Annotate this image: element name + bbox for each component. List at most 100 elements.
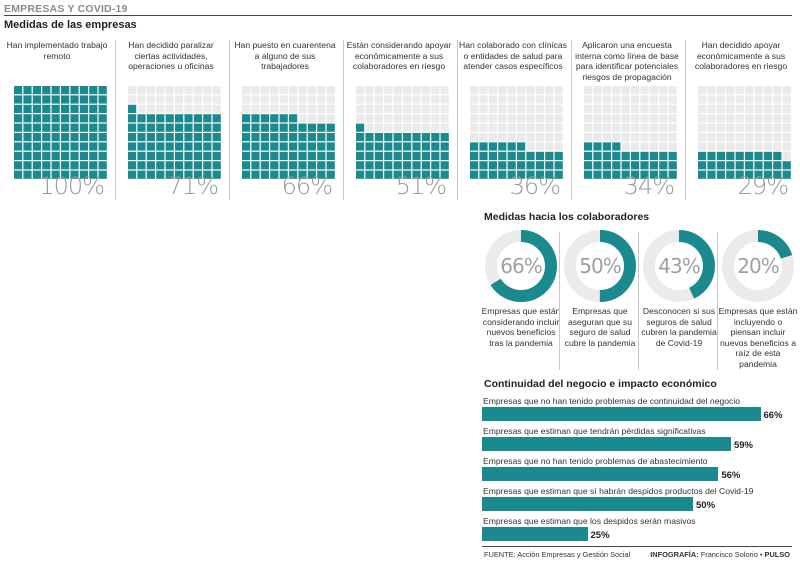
waffle-cell-filled xyxy=(298,161,307,170)
waffle-cell-empty xyxy=(440,86,449,95)
waffle-cell-empty xyxy=(421,104,430,113)
waffle-cell-empty xyxy=(602,123,611,132)
waffle-cell-filled xyxy=(193,123,202,132)
waffle-cell-filled xyxy=(260,133,269,142)
waffle-cell-empty xyxy=(260,86,269,95)
waffle-cell-empty xyxy=(175,104,184,113)
waffle-cell-empty xyxy=(270,104,279,113)
waffle-percent: 100% xyxy=(39,172,105,200)
donut-arc xyxy=(722,230,794,302)
waffle-cell-empty xyxy=(193,95,202,104)
waffle-cell-filled xyxy=(146,114,155,123)
waffle-cell-empty xyxy=(593,123,602,132)
waffle-cell-empty xyxy=(270,95,279,104)
waffle-cell-empty xyxy=(356,86,365,95)
waffle-cell-filled xyxy=(479,142,488,151)
waffle-cell-empty xyxy=(412,86,421,95)
waffle-cell-empty xyxy=(668,142,677,151)
waffle-cell-empty xyxy=(412,95,421,104)
waffle-cell-filled xyxy=(137,133,146,142)
waffle-cell-filled xyxy=(612,170,621,179)
waffle-cell-empty xyxy=(421,95,430,104)
waffle-cell-filled xyxy=(165,151,174,160)
credit-outlet: PULSO xyxy=(764,550,790,559)
waffle-cell-filled xyxy=(707,151,716,160)
waffle-cell-empty xyxy=(726,114,735,123)
waffle-cell-empty xyxy=(584,86,593,95)
waffle-cell-filled xyxy=(517,142,526,151)
waffle-cell-empty xyxy=(307,104,316,113)
waffle-cell-filled xyxy=(735,170,744,179)
waffle-cell-filled xyxy=(51,114,60,123)
waffle-cell-filled xyxy=(356,161,365,170)
footer-rule xyxy=(482,546,792,547)
waffle-cell-filled xyxy=(23,95,32,104)
waffle-cell-empty xyxy=(479,123,488,132)
waffle-cell-filled xyxy=(498,170,507,179)
waffle-cell-filled xyxy=(431,142,440,151)
waffle-cell-filled xyxy=(79,151,88,160)
waffle-cell-empty xyxy=(203,104,212,113)
waffle-cell-empty xyxy=(165,86,174,95)
waffle-cell-empty xyxy=(545,95,554,104)
waffle-cell-empty xyxy=(507,123,516,132)
waffle-cell-empty xyxy=(649,123,658,132)
waffle-cell-empty xyxy=(621,133,630,142)
waffle-cell-filled xyxy=(251,151,260,160)
waffle-cell-empty xyxy=(698,123,707,132)
waffle-cell-filled xyxy=(260,142,269,151)
waffle-cell-filled xyxy=(137,123,146,132)
waffle-cell-empty xyxy=(440,114,449,123)
waffle-cell-filled xyxy=(365,161,374,170)
waffle-cell-filled xyxy=(384,142,393,151)
waffle-cell-empty xyxy=(631,114,640,123)
waffle-cell-empty xyxy=(668,114,677,123)
waffle-cell-filled xyxy=(593,161,602,170)
waffle-cell-filled xyxy=(14,170,23,179)
waffle-cell-filled xyxy=(146,133,155,142)
waffle-cell-empty xyxy=(593,86,602,95)
waffle-cell-filled xyxy=(61,123,70,132)
waffle-cell-filled xyxy=(270,133,279,142)
credit-name: Francisco Solorio xyxy=(700,550,758,559)
waffle-cell-filled xyxy=(326,151,335,160)
waffle-grid xyxy=(14,86,107,179)
waffle-cell-filled xyxy=(631,170,640,179)
waffle-cell-filled xyxy=(98,104,107,113)
waffle-cell-filled xyxy=(763,170,772,179)
waffle-cell-filled xyxy=(193,142,202,151)
waffle-cell-filled xyxy=(279,151,288,160)
waffle-cell-filled xyxy=(70,104,79,113)
waffle-cell-filled xyxy=(165,161,174,170)
waffle-cell-filled xyxy=(137,151,146,160)
waffle-cell-filled xyxy=(698,151,707,160)
waffle-cell-filled xyxy=(545,170,554,179)
waffle-cell-filled xyxy=(212,142,221,151)
waffle-cell-filled xyxy=(242,123,251,132)
waffle-column: Han puesto en cuarentena a alguno de sus… xyxy=(228,36,342,204)
waffle-cell-empty xyxy=(668,104,677,113)
waffle-cell-filled xyxy=(507,142,516,151)
waffle-cell-filled xyxy=(42,123,51,132)
waffle-divider xyxy=(457,40,458,200)
waffle-cell-filled xyxy=(251,133,260,142)
waffle-cell-empty xyxy=(279,104,288,113)
waffle-cell-empty xyxy=(317,104,326,113)
waffle-cell-filled xyxy=(659,151,668,160)
waffle-column: Han implementado trabajo remoto 100% xyxy=(0,36,114,204)
waffle-cell-filled xyxy=(51,133,60,142)
waffle-cell-empty xyxy=(365,123,374,132)
waffle-cell-filled xyxy=(488,170,497,179)
waffle-cell-filled xyxy=(42,114,51,123)
waffle-cell-filled xyxy=(440,133,449,142)
waffle-cell-empty xyxy=(393,123,402,132)
bar-label: Empresas que estiman que tendrán pérdida… xyxy=(483,426,706,436)
waffle-cell-empty xyxy=(716,123,725,132)
waffle-cell-empty xyxy=(773,104,782,113)
donut-arc xyxy=(643,230,715,302)
donut-chart: 43% Desconocen si sus seguros de salud cu… xyxy=(639,226,719,376)
waffle-cell-filled xyxy=(23,142,32,151)
waffle-cell-filled xyxy=(326,161,335,170)
waffle-cell-filled xyxy=(298,170,307,179)
waffle-cell-empty xyxy=(726,123,735,132)
